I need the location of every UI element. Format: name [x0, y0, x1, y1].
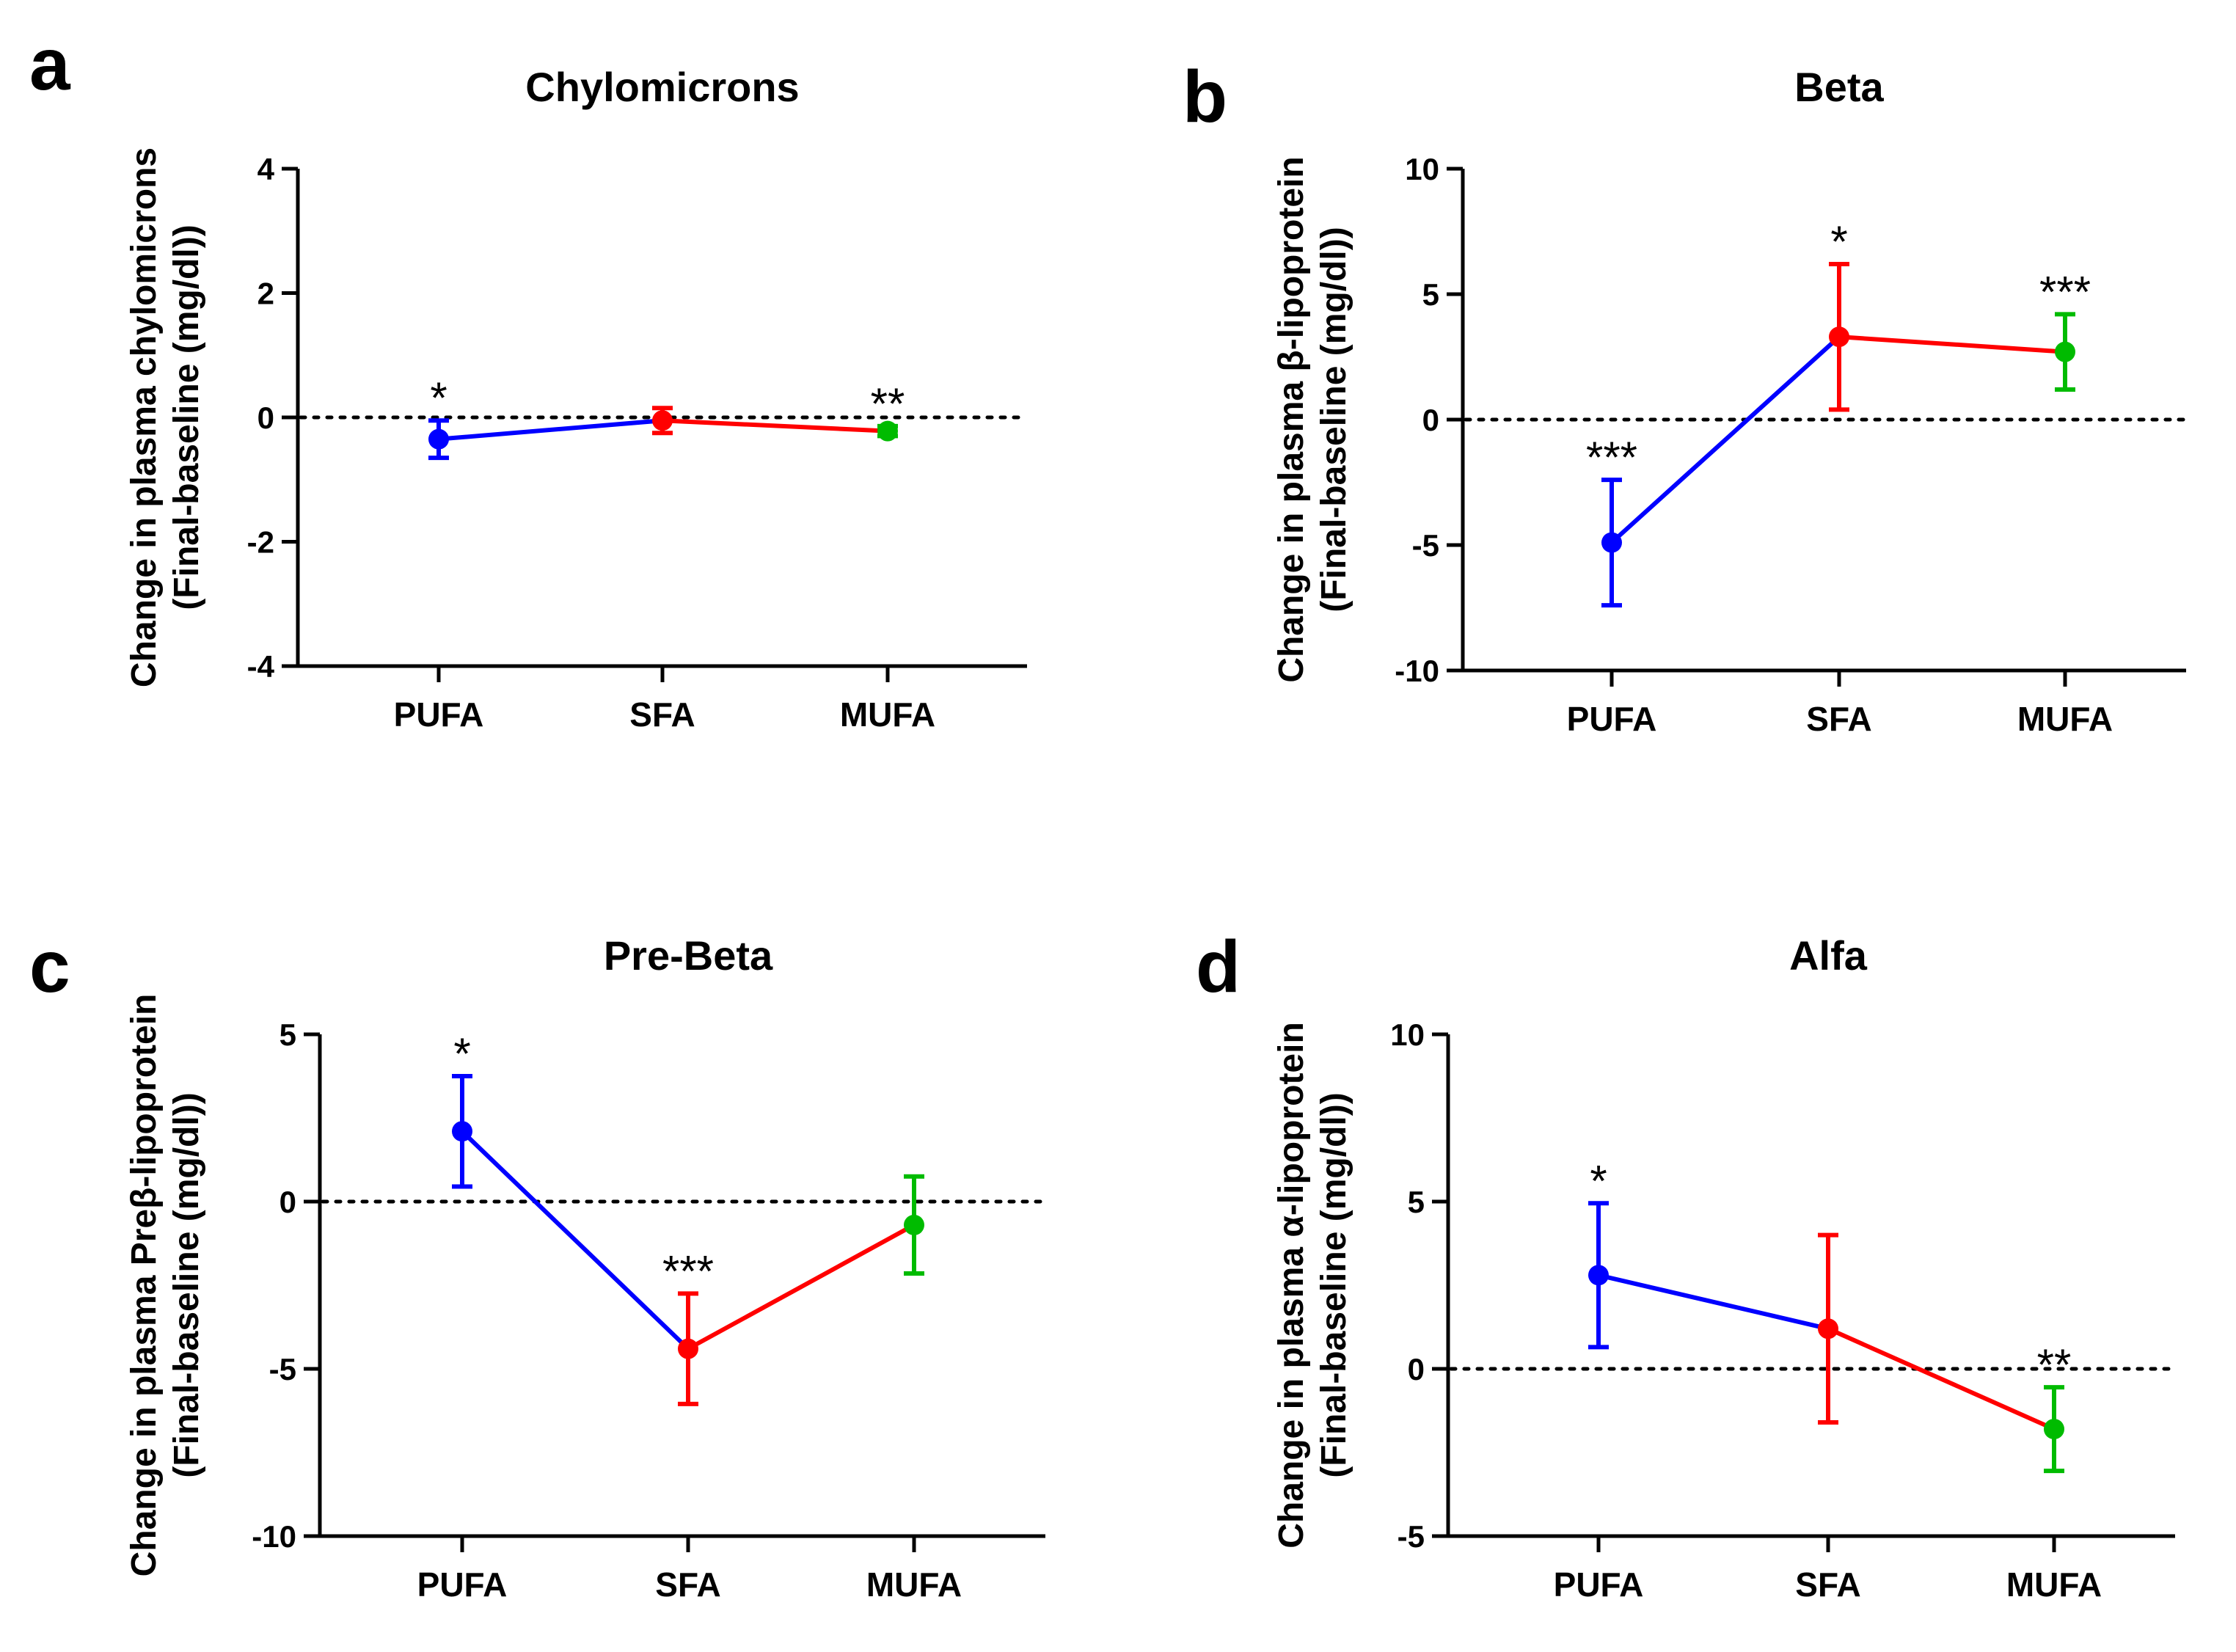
- series-segment: [438, 418, 663, 442]
- panel-a: a Chylomicrons Change in plasma chylomicro…: [29, 23, 1029, 734]
- significance-label: *: [1590, 1156, 1607, 1205]
- data-point: [652, 410, 673, 431]
- x-tick-label: PUFA: [394, 695, 484, 734]
- y-tick-label: -5: [1398, 1519, 1425, 1554]
- panel-letter-b: b: [1183, 56, 1227, 138]
- series-segment: [460, 1130, 690, 1351]
- series-segment: [662, 418, 888, 434]
- significance-label: ***: [2039, 267, 2091, 316]
- x-tick-label: SFA: [655, 1565, 720, 1604]
- y-tick-label: -5: [269, 1352, 296, 1386]
- y-tick-label: 5: [280, 1017, 296, 1052]
- y-tick-label: 2: [257, 277, 274, 311]
- y-axis-label: Change in plasma β-lipoprotein (Final-bas…: [1272, 156, 1353, 682]
- x-tick-label: MUFA: [840, 695, 935, 734]
- y-tick-label: -10: [1395, 654, 1439, 688]
- series-segment: [1838, 335, 2066, 354]
- x-tick-label: PUFA: [1554, 1565, 1644, 1604]
- y-tick-label: 0: [280, 1185, 296, 1219]
- y-axis-label: Change in plasma α-lipoprotein (Final-bas…: [1272, 1022, 1353, 1549]
- chart-title: Pre-Beta: [604, 932, 773, 979]
- panel-c: c Pre-Beta Change in plasma Preβ-lipoprote…: [29, 926, 1048, 1604]
- y-axis-label-line1: Change in plasma β-lipoprotein: [1272, 156, 1311, 682]
- significance-label: *: [1830, 217, 1847, 266]
- chart-title: Beta: [1794, 64, 1884, 110]
- data-point: [428, 428, 449, 450]
- series-segment: [1610, 335, 1841, 544]
- y-tick-label: 0: [257, 401, 274, 435]
- x-tick-label: PUFA: [417, 1565, 508, 1604]
- data-point: [452, 1121, 472, 1142]
- chart-title: Alfa: [1789, 932, 1868, 979]
- x-tick-label: SFA: [1806, 700, 1871, 738]
- data-point: [1829, 326, 1849, 348]
- series-segment: [1827, 1326, 2056, 1431]
- panel-letter-a: a: [29, 23, 71, 106]
- y-tick-label: -5: [1412, 528, 1439, 563]
- panel-b: b Beta Change in plasma β-lipoprotein (Fina…: [1183, 56, 2188, 738]
- panel-letter-d: d: [1196, 926, 1241, 1008]
- y-axis-label: Change in plasma Preβ-lipoprotein (Final-…: [125, 994, 206, 1577]
- y-tick-label: 5: [1422, 277, 1439, 312]
- significance-label: *: [430, 373, 447, 423]
- x-tick-label: MUFA: [2006, 1565, 2102, 1604]
- data-point: [1601, 532, 1622, 553]
- y-tick-label: 4: [257, 152, 275, 186]
- panel-d: d Alfa Change in plasma α-lipoprotein (Fina…: [1196, 926, 2177, 1604]
- x-tick-label: MUFA: [2017, 700, 2113, 738]
- y-axis-label-line1: Change in plasma α-lipoprotein: [1272, 1022, 1311, 1549]
- significance-label: **: [871, 379, 905, 428]
- y-tick-label: 5: [1408, 1185, 1425, 1219]
- y-tick-label: 10: [1405, 152, 1439, 186]
- x-tick-label: MUFA: [866, 1565, 962, 1604]
- data-point: [1818, 1318, 1838, 1339]
- significance-label: ***: [1586, 433, 1637, 482]
- data-point: [877, 420, 898, 442]
- y-axis-label-line2: (Final-baseline (mg/dl)): [1315, 1092, 1353, 1477]
- y-tick-label: 10: [1390, 1017, 1425, 1052]
- y-axis-label-line1: Change in plasma Preβ-lipoprotein: [125, 994, 164, 1577]
- series-segment: [687, 1223, 916, 1351]
- y-axis-label: Change in plasma chylomicrons (Final-base…: [125, 147, 206, 687]
- y-tick-label: 0: [1408, 1352, 1425, 1386]
- y-tick-label: 0: [1422, 403, 1439, 437]
- y-axis-label-line2: (Final-baseline (mg/dl)): [167, 224, 206, 610]
- series-segment: [1598, 1273, 1829, 1331]
- chart-title: Chylomicrons: [525, 64, 799, 110]
- significance-label: **: [2037, 1340, 2072, 1389]
- data-point: [2055, 341, 2075, 362]
- x-tick-label: PUFA: [1567, 700, 1657, 738]
- x-tick-label: SFA: [629, 695, 695, 734]
- data-point: [2044, 1419, 2064, 1440]
- y-tick-label: -10: [252, 1519, 296, 1554]
- data-point: [1588, 1265, 1609, 1286]
- significance-label: ***: [662, 1246, 714, 1295]
- x-tick-label: SFA: [1795, 1565, 1860, 1604]
- data-point: [904, 1214, 924, 1235]
- data-point: [678, 1338, 698, 1359]
- y-axis-label-line2: (Final-baseline (mg/dl)): [167, 1092, 206, 1477]
- panel-letter-c: c: [29, 926, 70, 1008]
- y-tick-label: -4: [247, 649, 275, 684]
- significance-label: *: [453, 1029, 470, 1078]
- y-axis-label-line1: Change in plasma chylomicrons: [125, 147, 164, 687]
- y-axis-label-line2: (Final-baseline (mg/dl)): [1315, 227, 1353, 612]
- y-tick-label: -2: [247, 525, 274, 560]
